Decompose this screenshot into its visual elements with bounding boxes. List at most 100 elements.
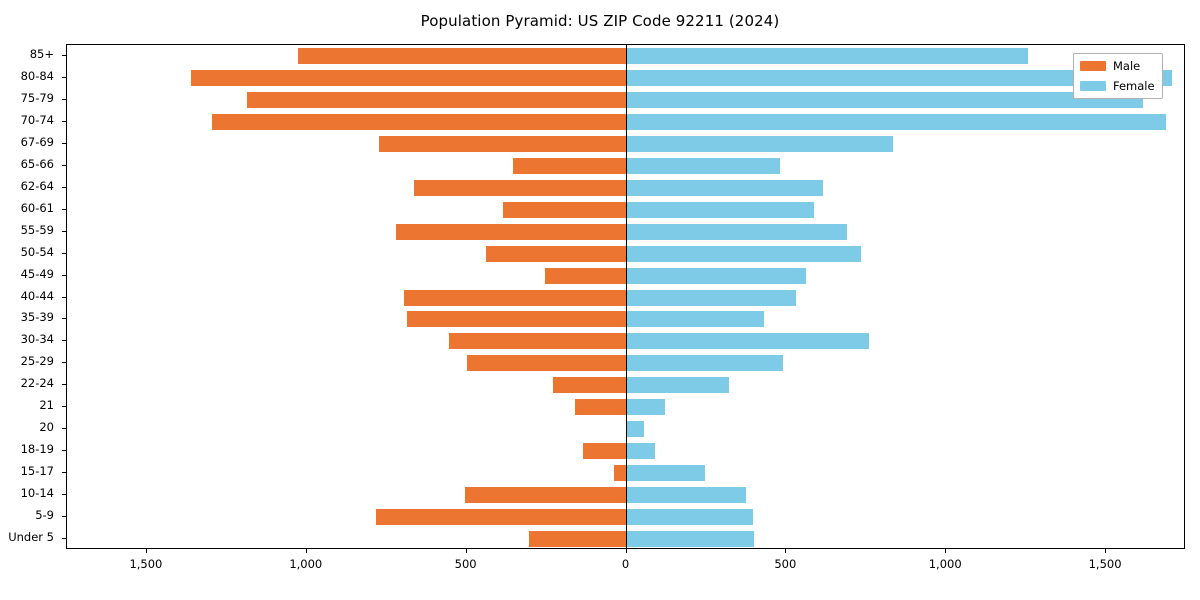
male-bar bbox=[378, 135, 627, 152]
y-axis-tick-label: 67-69 bbox=[20, 134, 54, 149]
y-axis-tick-label: 15-17 bbox=[20, 464, 54, 479]
y-axis-tick-mark bbox=[62, 120, 66, 122]
y-axis-tick-mark bbox=[62, 208, 66, 210]
y-axis-tick-mark bbox=[62, 230, 66, 232]
y-axis-tick-label: 55-59 bbox=[20, 222, 54, 237]
female-bar bbox=[626, 377, 729, 394]
plot-area bbox=[66, 44, 1185, 549]
y-axis-tick-label: 75-79 bbox=[20, 90, 54, 105]
y-axis-tick-mark bbox=[62, 494, 66, 496]
male-bar bbox=[552, 377, 627, 394]
y-axis-tick-mark bbox=[62, 516, 66, 518]
x-axis-tick-label: 500 bbox=[454, 557, 477, 571]
y-axis-tick-label: 70-74 bbox=[20, 112, 54, 127]
x-axis-tick-mark bbox=[305, 549, 307, 553]
y-axis-tick-mark bbox=[62, 252, 66, 254]
bar-row bbox=[67, 179, 1184, 196]
y-axis-tick-label: 22-24 bbox=[20, 376, 54, 391]
bar-row bbox=[67, 157, 1184, 174]
female-bar bbox=[626, 201, 814, 218]
male-bar bbox=[503, 201, 627, 218]
y-axis-tick-mark bbox=[62, 186, 66, 188]
x-axis-tick-label: 0 bbox=[621, 557, 630, 571]
female-bar bbox=[626, 157, 780, 174]
female-bar bbox=[626, 333, 870, 350]
y-axis-tick-mark bbox=[62, 54, 66, 56]
female-bar bbox=[626, 267, 806, 284]
male-bar bbox=[190, 69, 627, 86]
bar-row bbox=[67, 355, 1184, 372]
y-axis-tick-label: 10-14 bbox=[20, 486, 54, 501]
female-bar bbox=[626, 179, 824, 196]
male-bar bbox=[246, 91, 627, 108]
bar-row bbox=[67, 113, 1184, 130]
y-axis-tick-label: 65-66 bbox=[20, 156, 54, 171]
x-axis-tick-mark bbox=[145, 549, 147, 553]
female-bar bbox=[626, 531, 755, 548]
bar-row bbox=[67, 201, 1184, 218]
x-axis-tick-label: 1,000 bbox=[289, 557, 323, 571]
y-axis-tick-label: 5-9 bbox=[35, 508, 54, 523]
bar-row bbox=[67, 399, 1184, 416]
plot-inner bbox=[67, 45, 1184, 548]
x-axis-tick-label: 500 bbox=[774, 557, 797, 571]
y-axis-tick-label: 62-64 bbox=[20, 178, 54, 193]
y-axis-tick-label: 20 bbox=[39, 420, 54, 435]
y-axis-tick-label: 45-49 bbox=[20, 266, 54, 281]
y-axis-tick-mark bbox=[62, 76, 66, 78]
male-bar bbox=[404, 289, 627, 306]
female-bar bbox=[626, 91, 1143, 108]
legend-label: Male bbox=[1113, 59, 1141, 73]
x-axis-tick-mark bbox=[465, 549, 467, 553]
male-bar bbox=[466, 355, 627, 372]
x-axis-tick-mark bbox=[785, 549, 787, 553]
legend-label: Female bbox=[1113, 79, 1155, 93]
y-axis-tick-label: 40-44 bbox=[20, 288, 54, 303]
y-axis-tick-mark bbox=[62, 296, 66, 298]
male-bar bbox=[298, 47, 627, 64]
bar-row bbox=[67, 465, 1184, 482]
male-bar bbox=[513, 157, 627, 174]
y-axis-tick-mark bbox=[62, 472, 66, 474]
female-bar bbox=[626, 311, 764, 328]
y-axis-tick-label: 18-19 bbox=[20, 442, 54, 457]
bar-row bbox=[67, 421, 1184, 438]
y-axis-tick-mark bbox=[62, 274, 66, 276]
bar-row bbox=[67, 333, 1184, 350]
legend-color-swatch bbox=[1080, 61, 1106, 71]
y-axis-tick-mark bbox=[62, 98, 66, 100]
y-axis-tick-mark bbox=[62, 406, 66, 408]
y-axis-tick-label: 60-61 bbox=[20, 200, 54, 215]
bar-row bbox=[67, 531, 1184, 548]
y-axis-tick-label: 80-84 bbox=[20, 68, 54, 83]
female-bar bbox=[626, 223, 848, 240]
female-bar bbox=[626, 421, 645, 438]
y-axis-tick-label: 35-39 bbox=[20, 310, 54, 325]
male-bar bbox=[575, 399, 627, 416]
bar-row bbox=[67, 311, 1184, 328]
y-axis-tick-label: 30-34 bbox=[20, 332, 54, 347]
y-axis-tick-mark bbox=[62, 142, 66, 144]
bar-row bbox=[67, 47, 1184, 64]
y-axis-tick-label: 50-54 bbox=[20, 244, 54, 259]
bar-row bbox=[67, 135, 1184, 152]
female-bar bbox=[626, 443, 656, 460]
x-axis-tick-mark bbox=[945, 549, 947, 553]
male-bar bbox=[413, 179, 627, 196]
x-axis-tick-mark bbox=[1105, 549, 1107, 553]
female-bar bbox=[626, 509, 753, 526]
bar-row bbox=[67, 91, 1184, 108]
bar-row bbox=[67, 509, 1184, 526]
x-axis-tick-mark bbox=[625, 549, 627, 553]
male-bar bbox=[407, 311, 627, 328]
x-axis-tick-label: 1,500 bbox=[1088, 557, 1122, 571]
female-bar bbox=[626, 399, 665, 416]
female-bar bbox=[626, 465, 705, 482]
y-axis-tick-mark bbox=[62, 362, 66, 364]
chart-legend: Male Female bbox=[1073, 53, 1163, 99]
male-bar bbox=[375, 509, 627, 526]
y-axis-tick-label: 25-29 bbox=[20, 354, 54, 369]
male-bar bbox=[544, 267, 627, 284]
female-bar bbox=[626, 69, 1172, 86]
